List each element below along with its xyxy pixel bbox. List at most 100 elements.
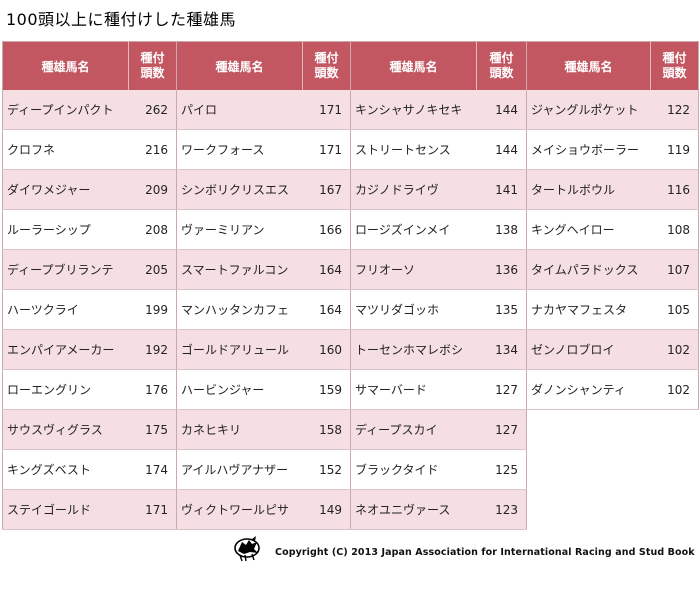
header-stallion-name: 種雄馬名 [2,41,129,90]
stallion-name: サマーバード [350,369,477,410]
breeding-count: 122 [650,90,699,130]
stallion-name: キンシャサノキセキ [350,90,477,130]
breeding-count: 174 [128,449,177,490]
stallion-name: マンハッタンカフェ [176,289,303,330]
table-row: キングヘイロー 108 [526,209,699,250]
stallion-name: ダノンシャンティ [526,369,651,410]
table-row: ローエングリン 176 [2,369,177,410]
stallion-name: エンパイアメーカー [2,329,129,370]
stallion-name: ジャングルポケット [526,90,651,130]
stallion-name: ディープスカイ [350,409,477,450]
breeding-count: 192 [128,329,177,370]
table-row: パイロ 171 [176,90,351,130]
header-stallion-name: 種雄馬名 [176,41,303,90]
breeding-count: 262 [128,90,177,130]
table-row: フリオーソ 136 [350,249,527,290]
breeding-count: 107 [650,249,699,290]
breeding-count: 116 [650,169,699,210]
breeding-count: 159 [302,369,351,410]
stallion-name: キングズベスト [2,449,129,490]
table-row: ディープインパクト 262 [2,90,177,130]
stallion-name: クロフネ [2,129,129,170]
table-row: シンボリクリスエス 167 [176,169,351,210]
breeding-count: 166 [302,209,351,250]
stallion-name: ゼンノロブロイ [526,329,651,370]
stallion-name: ストリートセンス [350,129,477,170]
jairs-logo-icon [234,536,260,562]
header-breeding-count: 種付 頭数 [128,41,177,90]
table-row: サマーバード 127 [350,369,527,410]
header-breeding-count: 種付 頭数 [476,41,527,90]
stallion-rows: ジャングルポケット 122 メイショウボーラー 119 タートルボウル 116 キングヘイロ… [526,90,699,410]
breeding-count: 216 [128,129,177,170]
table-row: ネオユニヴァース 123 [350,489,527,530]
page-title: 100頭以上に種付けした種雄馬 [6,10,237,29]
stallion-table-2: 種雄馬名 種付 頭数 パイロ 171 ワークフォース 171 シンボリクリスエス 167 ヴァ… [176,41,351,530]
stallion-name: フリオーソ [350,249,477,290]
table-row: タイムパラドックス 107 [526,249,699,290]
breeding-count: 171 [302,90,351,130]
breeding-count: 125 [476,449,527,490]
table-row: エンパイアメーカー 192 [2,329,177,370]
stallion-name: サウスヴィグラス [2,409,129,450]
header-breeding-count: 種付 頭数 [650,41,699,90]
stallion-name: ステイゴールド [2,489,129,530]
stallion-name: ブラックタイド [350,449,477,490]
table-row: ナカヤマフェスタ 105 [526,289,699,330]
breeding-count: 149 [302,489,351,530]
table-row: ディープブリランテ 205 [2,249,177,290]
stallion-table-4: 種雄馬名 種付 頭数 ジャングルポケット 122 メイショウボーラー 119 タートルボウ… [526,41,699,410]
stallion-name: パイロ [176,90,303,130]
stallion-rows: ディープインパクト 262 クロフネ 216 ダイワメジャー 209 ルーラーシップ 208 デ… [2,90,177,530]
stallion-name: タイムパラドックス [526,249,651,290]
stallion-name: ハーツクライ [2,289,129,330]
breeding-count: 135 [476,289,527,330]
stallion-name: ローエングリン [2,369,129,410]
breeding-count: 136 [476,249,527,290]
table-row: ブラックタイド 125 [350,449,527,490]
breeding-count: 164 [302,249,351,290]
breeding-count: 171 [302,129,351,170]
stallion-name: ナカヤマフェスタ [526,289,651,330]
stallion-rows: パイロ 171 ワークフォース 171 シンボリクリスエス 167 ヴァーミリアン 166 スマ… [176,90,351,530]
breeding-count: 158 [302,409,351,450]
table-row: ダイワメジャー 209 [2,169,177,210]
breeding-count: 138 [476,209,527,250]
breeding-count: 141 [476,169,527,210]
table-row: ロージズインメイ 138 [350,209,527,250]
breeding-count: 127 [476,369,527,410]
table-row: ヴァーミリアン 166 [176,209,351,250]
table-row: スマートファルコン 164 [176,249,351,290]
breeding-count: 199 [128,289,177,330]
breeding-count: 160 [302,329,351,370]
stallion-name: ハービンジャー [176,369,303,410]
stallion-name: ロージズインメイ [350,209,477,250]
breeding-count: 134 [476,329,527,370]
table-row: ハービンジャー 159 [176,369,351,410]
breeding-count: 105 [650,289,699,330]
header-breeding-count: 種付 頭数 [302,41,351,90]
table-row: キンシャサノキセキ 144 [350,90,527,130]
table-row: マツリダゴッホ 135 [350,289,527,330]
table-row: ゼンノロブロイ 102 [526,329,699,370]
breeding-count: 144 [476,129,527,170]
stallion-name: スマートファルコン [176,249,303,290]
table-row: ディープスカイ 127 [350,409,527,450]
stallion-name: ゴールドアリュール [176,329,303,370]
copyright-text: Copyright (C) 2013 Japan Association for… [275,546,695,558]
table-row: ダノンシャンティ 102 [526,369,699,410]
table-row: タートルボウル 116 [526,169,699,210]
stallion-name: ディープインパクト [2,90,129,130]
table-row: カジノドライヴ 141 [350,169,527,210]
stallion-name: マツリダゴッホ [350,289,477,330]
stallion-name: ディープブリランテ [2,249,129,290]
stallion-table-3: 種雄馬名 種付 頭数 キンシャサノキセキ 144 ストリートセンス 144 カジノドライヴ… [350,41,527,530]
table-row: メイショウボーラー 119 [526,129,699,170]
table-row: アイルハヴアナザー 152 [176,449,351,490]
stallion-name: シンボリクリスエス [176,169,303,210]
stallion-rows: キンシャサノキセキ 144 ストリートセンス 144 カジノドライヴ 141 ロージズインメ… [350,90,527,530]
breeding-count: 108 [650,209,699,250]
stallion-name: ルーラーシップ [2,209,129,250]
breeding-count: 205 [128,249,177,290]
breeding-count: 164 [302,289,351,330]
